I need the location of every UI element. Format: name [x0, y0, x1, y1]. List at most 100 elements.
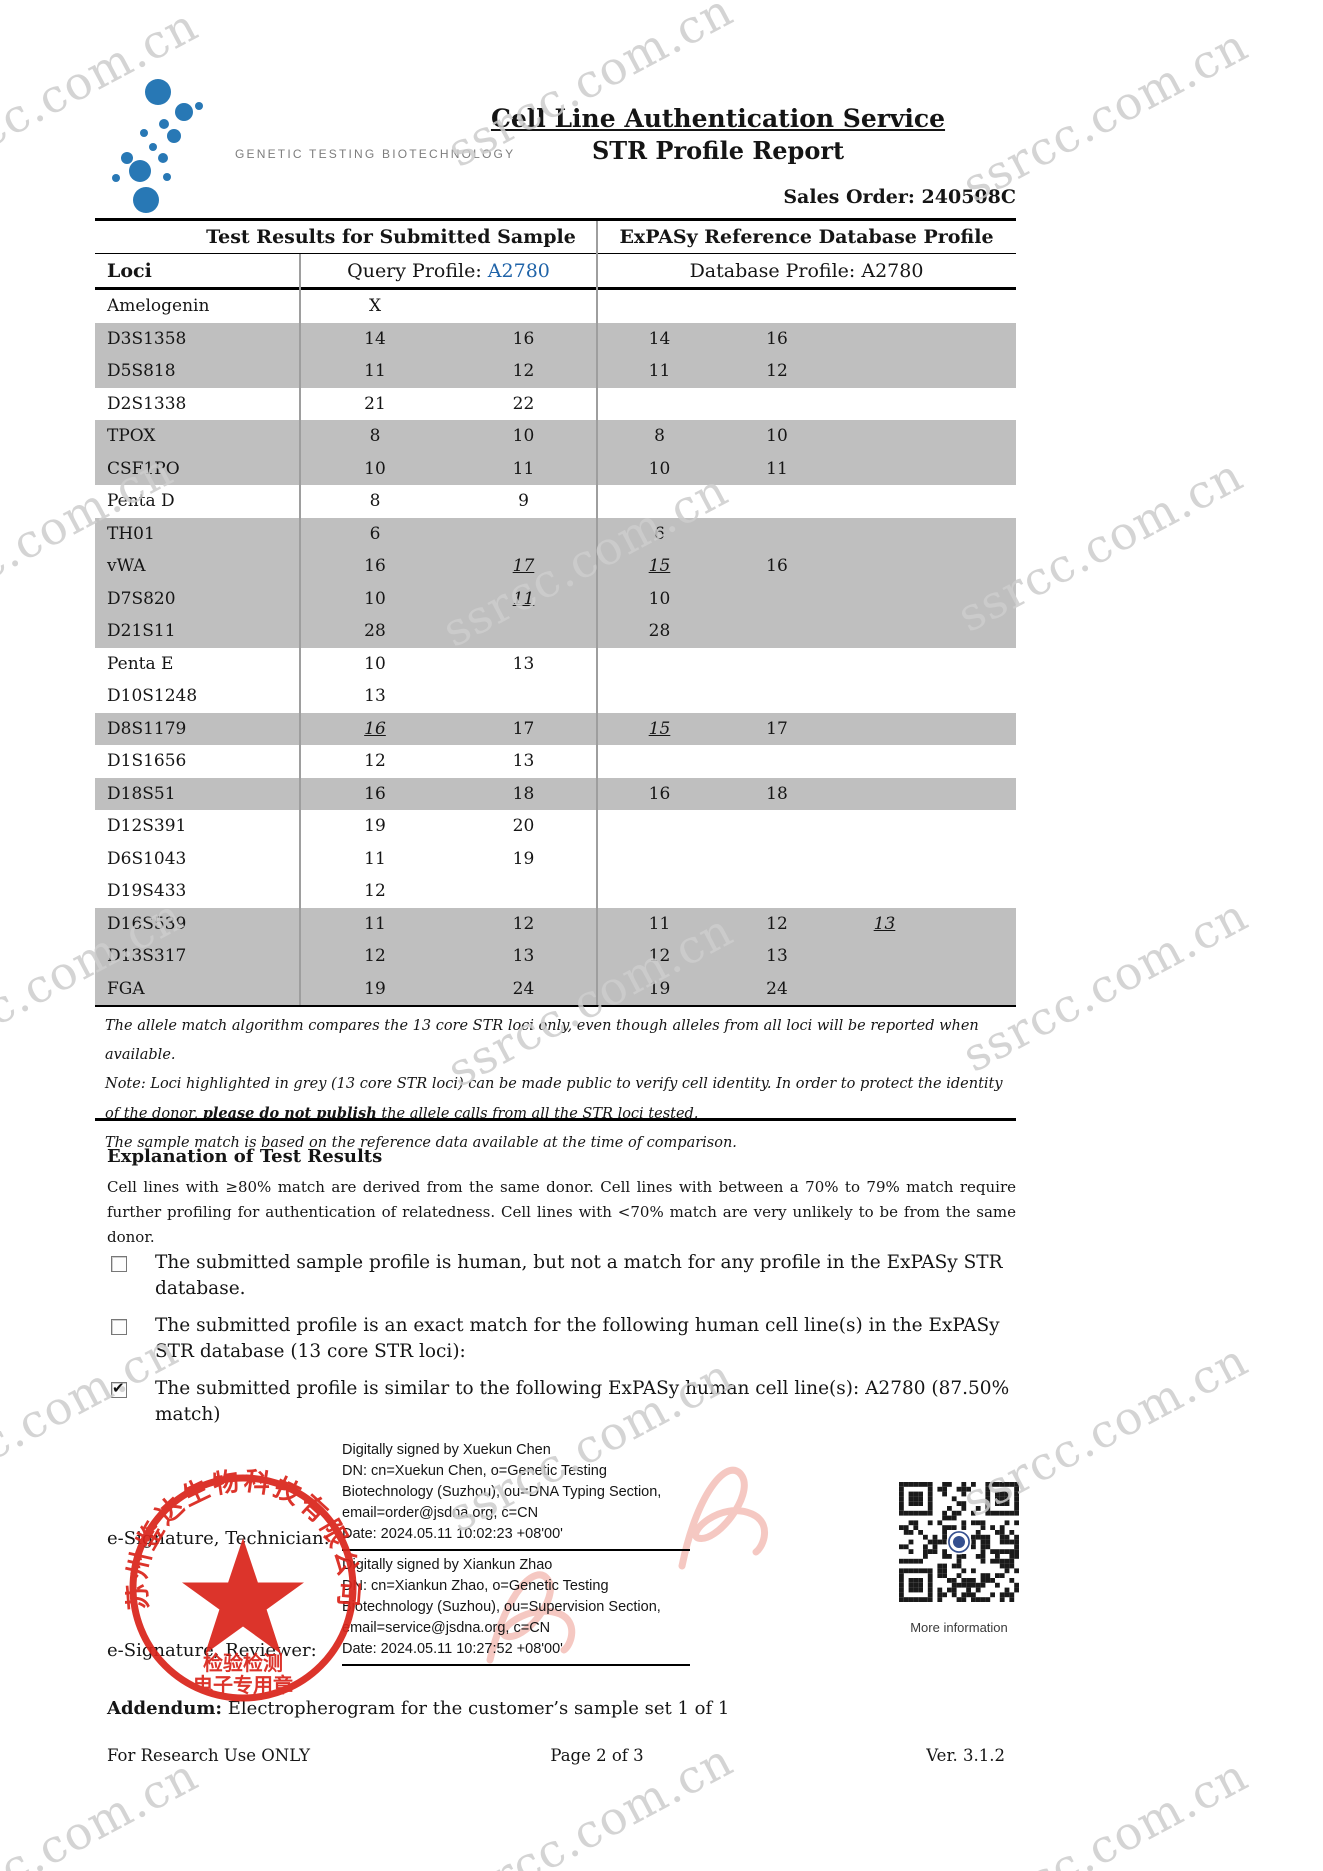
query-allele-1: 13	[364, 686, 386, 707]
table-row: D5S818 11 12 11 12	[95, 355, 1016, 388]
locus-name: D5S818	[107, 361, 176, 382]
locus-name: D2S1338	[107, 393, 187, 414]
section-divider	[95, 1118, 1016, 1121]
table-row: D8S1179 16 17 15 17	[95, 712, 1016, 745]
table-footnotes: The allele match algorithm compares the …	[105, 1012, 1013, 1158]
table-row: Penta D 8 9	[95, 485, 1016, 518]
locus-name: Amelogenin	[107, 296, 210, 317]
str-profile-table: Test Results for Submitted Sample ExPASy…	[95, 218, 1016, 1007]
query-allele-1: 16	[364, 556, 386, 577]
ref-allele-1: 14	[648, 328, 671, 349]
result-option: ✔ The submitted sample profile is human,…	[95, 1250, 1016, 1302]
explanation-section: Explanation of Test Results Cell lines w…	[95, 1146, 1016, 1250]
query-allele-1: 8	[369, 426, 381, 447]
signature-line: email=order@jsdna.org, c=CN	[342, 1505, 539, 1521]
explanation-body: Cell lines with ≥80% match are derived f…	[107, 1178, 1016, 1246]
checkbox-column: ✔	[95, 1313, 155, 1365]
query-allele-2: 12	[512, 913, 535, 934]
query-allele-1: 16	[364, 718, 386, 739]
company-seal-stamp: 苏州鉴达生物科技有限公司 检验检测 电子专用章	[125, 1466, 361, 1702]
footer-research-use: For Research Use ONLY	[107, 1746, 311, 1765]
addendum-text: Electropherogram for the customer’s samp…	[222, 1698, 730, 1719]
digital-signature-block: Digitally signed by Xiankun Zhao DN: cn=X…	[342, 1555, 714, 1666]
qr-code-icon	[899, 1482, 1019, 1602]
signature-line: DN: cn=Xuekun Chen, o=Genetic Testing	[342, 1463, 607, 1479]
table-row: D1S1656 12 13	[95, 745, 1016, 778]
explanation-heading: Explanation of Test Results	[107, 1146, 383, 1167]
ref-allele-1: 16	[648, 783, 671, 804]
result-options: ✔ The submitted sample profile is human,…	[95, 1250, 1016, 1439]
query-allele-2: 12	[512, 361, 535, 382]
query-profile-label: Query Profile:	[347, 259, 482, 282]
checkbox[interactable]: ✔	[111, 1319, 127, 1335]
query-allele-1: X	[368, 296, 382, 317]
ref-allele-1: 11	[648, 361, 671, 382]
ref-allele-1: 15	[648, 556, 671, 577]
table-row: TH01 6 6	[95, 517, 1016, 550]
digital-signature-blocks: Digitally signed by Xuekun Chen DN: cn=Xu…	[342, 1440, 714, 1670]
ref-allele-2: 12	[766, 361, 788, 382]
footer-page-number: Page 2 of 3	[550, 1746, 644, 1765]
query-allele-1: 21	[364, 393, 386, 414]
technician-signature-label: e-Signature, Technician:	[107, 1528, 330, 1549]
ref-allele-1: 15	[648, 718, 671, 739]
table-divider-middle	[596, 221, 598, 1005]
checkbox[interactable]: ✔	[111, 1256, 127, 1272]
addendum-line: Addendum: Electropherogram for the custo…	[107, 1698, 729, 1719]
query-allele-1: 19	[364, 816, 386, 837]
query-allele-2: 17	[512, 718, 535, 739]
ref-allele-1: 12	[648, 946, 671, 967]
locus-name: vWA	[107, 556, 146, 577]
ref-allele-1: 11	[648, 913, 671, 934]
table-row: CSF1PO 10 11 10 11	[95, 452, 1016, 485]
qr-block: More information	[884, 1482, 1034, 1635]
locus-name: CSF1PO	[107, 458, 180, 479]
locus-name: D18S51	[107, 783, 176, 804]
adobe-signature-flourish-icon	[678, 1466, 768, 1570]
table-row: D16S539 11 12 11 12 13	[95, 907, 1016, 940]
locus-name: D3S1358	[107, 328, 187, 349]
signature-line: Biotechnology (Suzhou), ou=DNA Typing Se…	[342, 1484, 662, 1500]
query-allele-2: 9	[518, 491, 529, 512]
query-allele-2: 17	[512, 556, 535, 577]
ref-allele-2: 16	[766, 328, 788, 349]
locus-name: D7S820	[107, 588, 176, 609]
table-row: vWA 16 17 15 16	[95, 550, 1016, 583]
signature-line: Digitally signed by Xuekun Chen	[342, 1442, 551, 1458]
query-allele-2: 24	[512, 978, 535, 999]
table-row: D10S1248 13	[95, 680, 1016, 713]
locus-name: D21S11	[107, 621, 176, 642]
dna-dots-logo-icon	[112, 79, 203, 213]
query-profile-header: Query Profile: A2780	[300, 260, 597, 282]
query-allele-1: 19	[364, 978, 386, 999]
ref-allele-1: 6	[654, 523, 665, 544]
table-row: D21S11 28 28	[95, 615, 1016, 648]
locus-name: D6S1043	[107, 848, 187, 869]
sales-order-label: Sales Order:	[783, 186, 915, 208]
locus-name: FGA	[107, 978, 145, 999]
locus-name: TH01	[107, 523, 155, 544]
query-allele-1: 12	[364, 751, 386, 772]
table-row: Amelogenin X	[95, 290, 1016, 323]
svg-text:电子专用章: 电子专用章	[193, 1673, 293, 1697]
query-profile-value: A2780	[487, 259, 550, 282]
query-allele-1: 6	[369, 523, 381, 544]
signature-line: Biotechnology (Suzhou), ou=Supervision S…	[342, 1599, 661, 1615]
result-option: ✔ The submitted profile is an exact matc…	[95, 1313, 1016, 1365]
checkbox-column: ✔	[95, 1250, 155, 1302]
query-allele-2: 22	[512, 393, 535, 414]
locus-name: D1S1656	[107, 751, 187, 772]
sales-order-value: 240508C	[921, 186, 1016, 208]
checkbox-column: ✔	[95, 1376, 155, 1428]
database-profile-label: Database Profile:	[689, 259, 856, 282]
query-allele-2: 20	[512, 816, 535, 837]
query-allele-2: 10	[512, 426, 535, 447]
group-header-right: ExPASy Reference Database Profile	[619, 226, 994, 248]
query-allele-1: 11	[364, 361, 386, 382]
checkbox[interactable]: ✔	[111, 1379, 127, 1398]
locus-name: D8S1179	[107, 718, 187, 739]
title-line-2: STR Profile Report	[591, 136, 845, 165]
ref-allele-2: 13	[766, 946, 788, 967]
adobe-signature-flourish-icon	[486, 1571, 576, 1664]
